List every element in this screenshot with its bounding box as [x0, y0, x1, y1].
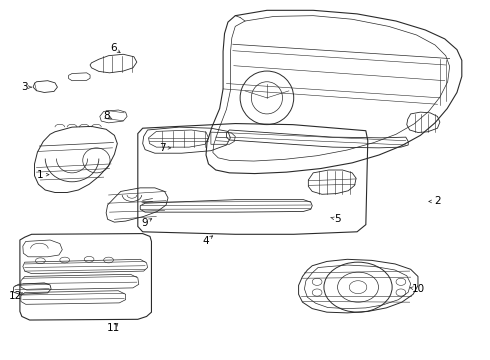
Text: 12: 12 — [8, 291, 22, 301]
Text: 9: 9 — [142, 218, 148, 228]
Text: 8: 8 — [103, 111, 109, 121]
Text: 10: 10 — [412, 284, 424, 294]
Text: 1: 1 — [37, 170, 44, 180]
Text: 7: 7 — [159, 143, 166, 153]
Text: 11: 11 — [107, 323, 120, 333]
Text: 2: 2 — [434, 197, 441, 206]
Text: 5: 5 — [334, 214, 341, 224]
Text: 4: 4 — [203, 236, 209, 246]
Text: 6: 6 — [110, 43, 117, 53]
Text: 3: 3 — [22, 82, 28, 92]
